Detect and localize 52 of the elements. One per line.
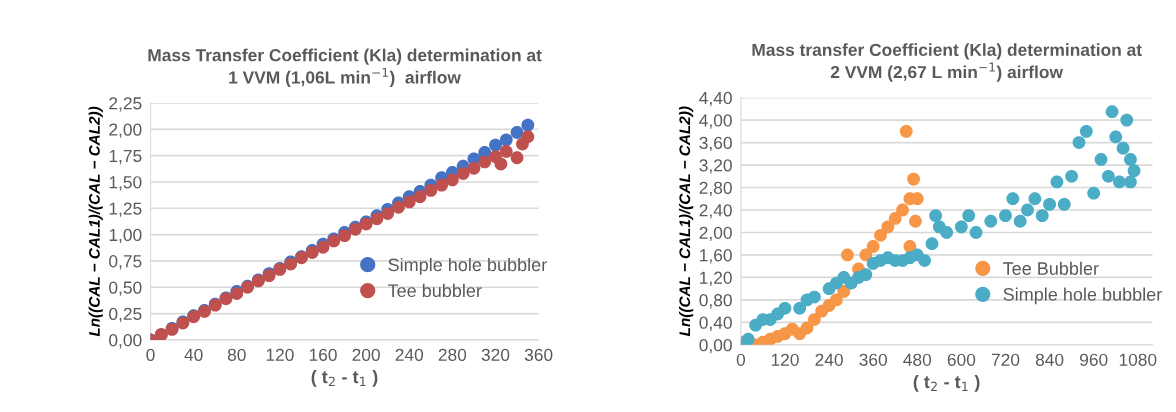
y-tick-label: 3,60 — [699, 136, 732, 152]
x-tick-label: 240 — [815, 353, 843, 366]
x-tick-label: 960 — [1080, 353, 1108, 366]
y-tick-label: 0,25 — [109, 307, 142, 323]
y-tick-label: 0,75 — [109, 255, 142, 270]
x-tick-label: 80 — [227, 348, 246, 361]
x-axis-title: ( t$_{2}$ - t$_{1}$ ) — [913, 374, 980, 392]
y-tick-label: 0,00 — [109, 334, 142, 349]
x-tick-label: 0 — [736, 353, 746, 366]
y-tick-label: 1,20 — [700, 271, 732, 286]
y-tick-label: 0,40 — [699, 316, 732, 331]
x-tick-label: 320 — [481, 348, 510, 361]
y-axis-title: Ln((CAL − CAL1)/(CAL − CAL2)) — [678, 106, 694, 337]
x-tick-label: 200 — [352, 348, 380, 361]
x-axis-title: ( t$_{2}$ - t$_{1}$ ) — [311, 369, 378, 387]
x-tick-label: 280 — [438, 348, 467, 361]
x-tick-label: 840 — [1035, 353, 1064, 366]
y-tick-label: 4,00 — [699, 114, 732, 129]
x-tick-label: 480 — [903, 353, 932, 366]
x-tick-label: 360 — [859, 353, 887, 366]
y-tick-label: 2,00 — [699, 226, 732, 241]
x-tick-label: 1080 — [1119, 353, 1157, 366]
legend-label: Simple hole bubbler — [388, 257, 547, 275]
x-tick-label: 40 — [184, 348, 203, 361]
y-tick-label: 0,50 — [109, 281, 142, 296]
y-tick-label: 4,40 — [699, 91, 732, 107]
y-tick-label: 1,75 — [109, 149, 142, 165]
chart-title: Mass Transfer Coefficient (Kla) determination at 1 VVM (1,06L min$^{−1}$) airflow — [148, 48, 542, 88]
x-tick-label: 240 — [395, 348, 424, 361]
y-tick-label: 1,25 — [109, 202, 142, 217]
y-tick-label: 3,20 — [699, 159, 732, 174]
y-axis-title: Ln((CAL − CAL1)/(CAL − CAL2)) — [88, 106, 103, 337]
y-tick-label: 0,00 — [699, 339, 732, 354]
x-tick-label: 120 — [771, 353, 799, 366]
chart-title: Mass transfer Coefficient (Kla) determination at 2 VVM (2,67 L min$^{−1}$) airflow — [752, 43, 1142, 82]
x-tick-label: 600 — [947, 353, 976, 366]
y-tick-label: 2,80 — [699, 181, 732, 197]
y-tick-label: 2,25 — [109, 97, 142, 112]
y-tick-label: 1,60 — [700, 249, 732, 264]
legend-label: Simple hole bubbler — [1003, 287, 1162, 305]
x-tick-label: 0 — [146, 348, 155, 361]
y-tick-label: 1,50 — [109, 176, 142, 191]
x-tick-label: 720 — [991, 353, 1020, 366]
x-tick-label: 160 — [309, 348, 337, 361]
x-tick-label: 120 — [266, 348, 294, 361]
x-tick-label: 360 — [524, 348, 553, 361]
y-tick-label: 0,80 — [699, 294, 732, 309]
y-tick-label: 2,40 — [699, 204, 732, 219]
y-tick-label: 2,00 — [109, 123, 142, 138]
legend-label: Tee Bubbler — [1003, 261, 1099, 275]
y-tick-label: 1,00 — [109, 228, 142, 244]
legend-label: Tee bubbler — [388, 283, 482, 298]
